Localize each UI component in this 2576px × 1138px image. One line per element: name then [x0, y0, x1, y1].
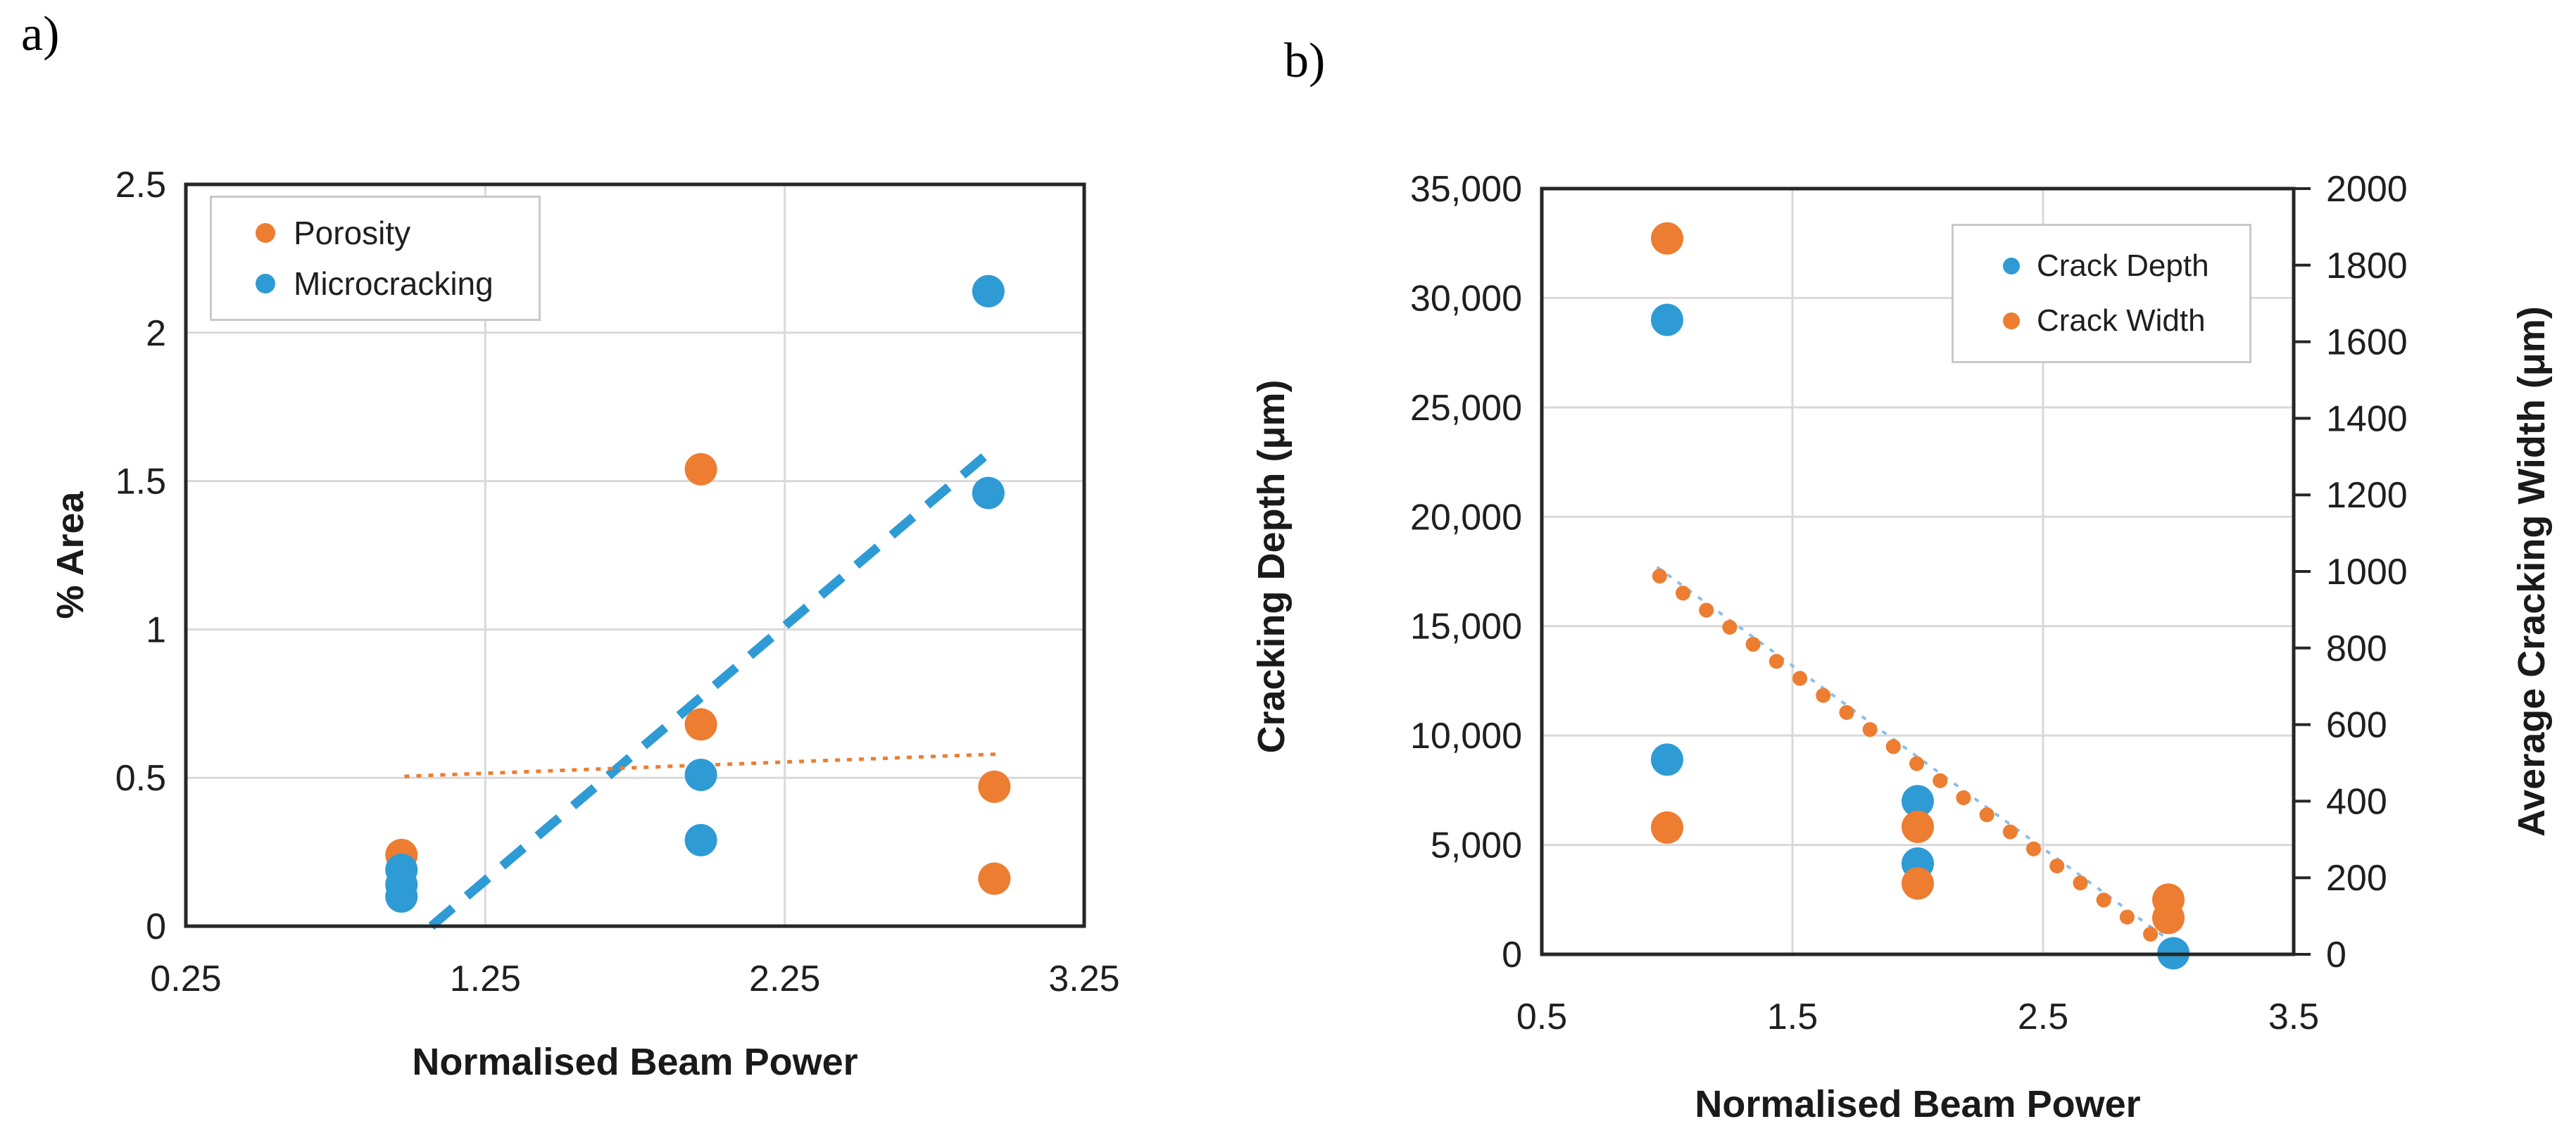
y-tick-label-left: 1: [146, 609, 166, 650]
y-tick-label-right: 200: [2326, 858, 2387, 899]
data-point: [978, 862, 1011, 895]
data-point: [2152, 902, 2185, 935]
y-tick-label-left: 30,000: [1410, 278, 1522, 319]
x-tick-label: 0.5: [1516, 997, 1567, 1037]
y-tick-label-left: 5,000: [1431, 826, 1522, 866]
legend-panel-a: Porosity Microcracking: [210, 196, 541, 321]
legend-panel-b: Crack Depth Crack Width: [1952, 224, 2251, 363]
data-point: [684, 758, 717, 791]
crack-width-marker-icon: [2003, 312, 2020, 330]
data-point: [1902, 785, 1934, 818]
trendline: [1652, 569, 2181, 959]
x-tick-label: 0.25: [150, 959, 221, 999]
y-tick-label-right: 1600: [2326, 322, 2408, 363]
panel-b-label: b): [1284, 34, 1326, 88]
data-point: [1902, 810, 1934, 843]
y-tick-label-right: 1800: [2326, 246, 2408, 286]
y-tick-label-left: 20,000: [1410, 497, 1522, 538]
data-point: [385, 880, 418, 913]
panel-b-left-y-axis-title: Cracking Depth (μm): [1250, 379, 1293, 754]
legend-item-microcracking: Microcracking: [212, 267, 539, 300]
data-point: [972, 274, 1005, 308]
legend-label-microcracking: Microcracking: [294, 265, 494, 303]
trendline: [428, 442, 1000, 930]
legend-label-porosity: Porosity: [294, 214, 411, 251]
porosity-marker-icon: [256, 222, 275, 243]
y-tick-label-right: 1200: [2326, 475, 2408, 516]
y-tick-label-left: 2.5: [115, 165, 166, 206]
y-tick-label-left: 2: [146, 313, 166, 354]
data-point: [1651, 222, 1683, 255]
y-tick-label-left: 35,000: [1410, 169, 1522, 210]
data-point: [1902, 867, 1934, 900]
data-point: [684, 823, 717, 856]
y-tick-label-right: 1000: [2326, 552, 2408, 593]
x-tick-label: 2.25: [749, 959, 820, 999]
legend-item-porosity: Porosity: [212, 217, 539, 249]
panel-a-y-axis-title: % Area: [49, 491, 92, 619]
y-tick-label-right: 1400: [2326, 398, 2408, 439]
y-tick-label-left: 1.5: [115, 462, 166, 502]
data-point: [1651, 811, 1683, 844]
data-point: [1651, 303, 1683, 336]
x-tick-label: 2.5: [2018, 997, 2068, 1037]
panel-b-x-axis-title: Normalised Beam Power: [1695, 1083, 2141, 1125]
y-tick-label-left: 0.5: [115, 758, 166, 799]
legend-item-crack-depth: Crack Depth: [1954, 248, 2249, 283]
data-point: [978, 770, 1011, 803]
x-tick-label: 3.25: [1048, 959, 1119, 999]
x-tick-label: 1.5: [1767, 997, 1818, 1037]
panel-a-x-axis-title: Normalised Beam Power: [412, 1041, 858, 1083]
x-tick-label: 3.5: [2268, 997, 2319, 1037]
legend-item-crack-width: Crack Width: [1954, 305, 2249, 336]
trendline: [1656, 566, 2189, 956]
y-tick-label-right: 600: [2326, 705, 2387, 746]
plot-border: [184, 182, 1086, 928]
panel-b-right-y-axis-title: Average Cracking Width (μm): [2511, 306, 2553, 837]
y-tick-label-right: 2000: [2326, 169, 2408, 210]
data-point: [684, 453, 717, 486]
data-point: [972, 476, 1005, 510]
crack-depth-marker-icon: [2003, 257, 2020, 274]
legend-label-crack-width: Crack Width: [2037, 303, 2206, 339]
y-tick-label-left: 10,000: [1410, 716, 1522, 757]
legend-label-crack-depth: Crack Depth: [2037, 248, 2209, 283]
y-tick-label-right: 400: [2326, 781, 2387, 822]
panel-a-label: a): [21, 7, 60, 61]
data-point: [1651, 743, 1683, 776]
microcracking-marker-icon: [256, 274, 275, 294]
y-tick-label-right: 0: [2326, 935, 2346, 975]
data-point: [684, 708, 717, 741]
y-tick-label-left: 0: [1502, 935, 1522, 975]
x-tick-label: 1.25: [450, 959, 521, 999]
y-tick-label-right: 800: [2326, 628, 2387, 669]
y-tick-label-left: 25,000: [1410, 388, 1522, 429]
y-tick-label-left: 15,000: [1410, 607, 1522, 647]
trendline: [404, 752, 998, 778]
y-tick-label-left: 0: [146, 906, 166, 947]
